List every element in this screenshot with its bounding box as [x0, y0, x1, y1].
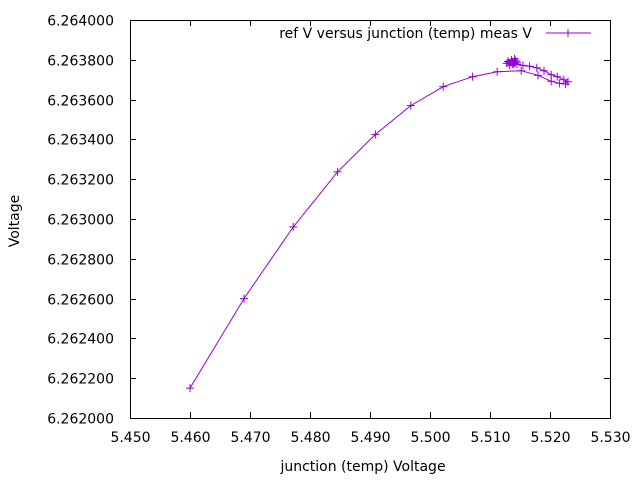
data-point	[371, 130, 380, 139]
y-tick-label: 6.263800	[47, 54, 114, 70]
x-tick-label: 5.450	[110, 430, 150, 446]
x-tick-label: 5.510	[470, 430, 510, 446]
legend: ref V versus junction (temp) meas V	[279, 26, 591, 42]
data-point	[505, 61, 514, 70]
y-tick-label: 6.263600	[47, 94, 114, 110]
y-tick-label: 6.263400	[47, 133, 114, 149]
data-point	[555, 79, 564, 88]
data-point	[289, 222, 298, 231]
y-tick-label: 6.263000	[47, 213, 114, 229]
x-tick-label: 5.460	[170, 430, 210, 446]
data-point	[519, 61, 527, 70]
x-axis-label: junction (temp) Voltage	[279, 459, 445, 475]
data-point	[540, 66, 548, 75]
x-tick-label: 5.530	[590, 430, 630, 446]
data-point	[517, 66, 526, 75]
legend-marker	[564, 29, 572, 37]
data-point	[406, 101, 415, 110]
y-tick-label: 6.262400	[47, 332, 114, 348]
y-axis-label: Voltage	[7, 195, 23, 248]
series-line	[189, 57, 569, 389]
x-axis-ticks: 5.450 5.460 5.470 5.480 5.490 5.500 5.510 5.520…	[110, 20, 631, 446]
x-tick-label: 5.480	[290, 430, 330, 446]
data-point	[333, 167, 342, 176]
data-point	[559, 75, 568, 84]
data-point	[534, 71, 542, 80]
data-point	[547, 70, 556, 79]
data-point	[439, 82, 448, 91]
y-tick-label: 6.262000	[47, 412, 114, 428]
y-tick-label: 6.264000	[47, 14, 114, 30]
x-tick-label: 5.500	[410, 430, 450, 446]
series-layer	[186, 54, 572, 393]
data-point	[493, 67, 502, 76]
y-axis-ticks: 6.262000 6.262200 6.262400 6.262600 6.262800…	[47, 14, 610, 428]
data-point	[511, 58, 520, 67]
data-point	[513, 58, 521, 67]
y-tick-label: 6.262800	[47, 253, 114, 269]
data-point	[504, 57, 512, 66]
y-tick-label: 6.262200	[47, 372, 114, 388]
data-point	[507, 56, 516, 65]
x-tick-label: 5.520	[530, 430, 570, 446]
data-point	[468, 72, 477, 81]
data-point	[532, 63, 541, 72]
data-point	[564, 77, 572, 86]
legend-label: ref V versus junction (temp) meas V	[279, 26, 532, 42]
plot-frame	[130, 20, 611, 419]
x-tick-label: 5.470	[230, 430, 270, 446]
x-tick-label: 5.490	[350, 430, 390, 446]
data-point	[525, 62, 534, 71]
data-point	[240, 294, 248, 303]
y-tick-label: 6.262600	[47, 293, 114, 309]
y-tick-label: 6.263200	[47, 173, 114, 189]
data-point	[553, 72, 562, 81]
data-point	[186, 384, 194, 393]
